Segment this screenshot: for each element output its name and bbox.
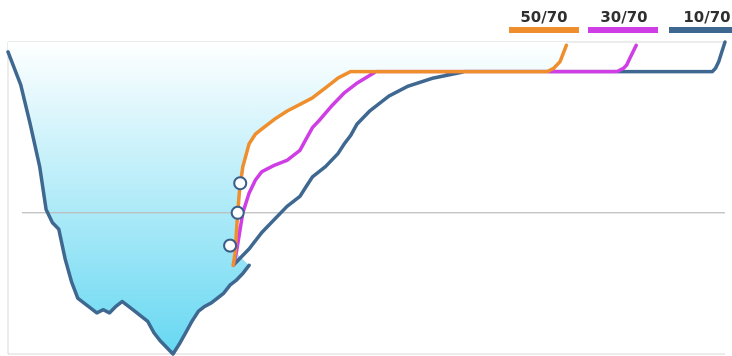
legend: 50/70 30/70 10/70 — [509, 8, 732, 33]
legend-swatch-50-70 — [509, 27, 579, 33]
legend-item-10-70: 10/70 — [669, 8, 732, 33]
legend-label-10-70: 10/70 — [683, 8, 730, 26]
base-profile-line — [6, 50, 251, 356]
legend-item-50-70: 50/70 — [509, 8, 579, 33]
marker-point-1 — [233, 176, 248, 191]
base-profile — [6, 50, 251, 356]
legend-swatch-10-70 — [669, 27, 732, 33]
series-line-50-70 — [231, 43, 569, 268]
series-layer — [231, 40, 727, 268]
legend-swatch-30-70 — [588, 27, 658, 33]
legend-item-30-70: 30/70 — [588, 8, 658, 33]
marker-point-3 — [223, 238, 238, 253]
depth-area — [8, 42, 567, 354]
legend-label-30-70: 30/70 — [600, 8, 647, 26]
series-line-10-70 — [231, 40, 727, 268]
markers-layer — [223, 176, 248, 253]
marker-point-2 — [230, 205, 245, 220]
legend-label-50-70: 50/70 — [520, 8, 567, 26]
depth-area-fill — [8, 42, 567, 354]
